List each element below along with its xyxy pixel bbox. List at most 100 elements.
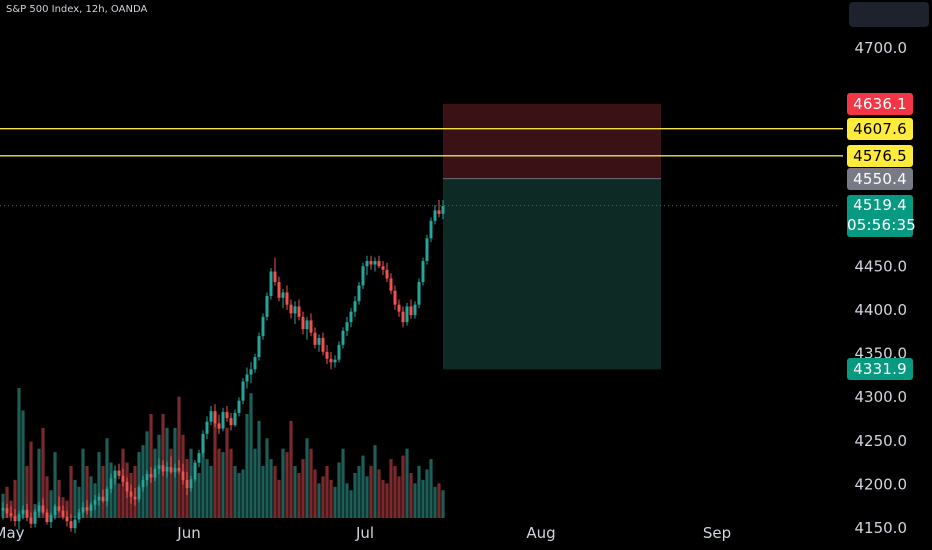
volume-bar <box>5 486 9 518</box>
candle-body <box>161 465 165 472</box>
candle-body <box>5 508 9 514</box>
candle <box>197 449 201 468</box>
candle-body <box>41 505 45 513</box>
candle <box>133 488 137 506</box>
candle-body <box>209 411 213 422</box>
candle-body <box>421 261 425 282</box>
candle <box>409 299 413 319</box>
time-tick-label: Jul <box>355 524 374 542</box>
volume-bar <box>433 486 437 518</box>
candle <box>221 407 225 432</box>
price-tick-label: 4150.0 <box>855 519 908 537</box>
candlesticks <box>1 199 445 534</box>
candle <box>129 484 133 504</box>
position-zones[interactable] <box>0 103 840 370</box>
candle <box>269 268 273 300</box>
volume-bar <box>357 466 361 518</box>
candle <box>33 508 37 528</box>
volume-bar <box>365 476 369 518</box>
candle <box>297 299 301 321</box>
candle <box>201 430 205 457</box>
price-axis[interactable]: 4150.0 4200.0 4250.0 4300.0 4350.0 4400.0 4450… <box>855 39 908 537</box>
candle-body <box>149 474 153 478</box>
candle-body <box>213 411 217 424</box>
volume-bar <box>149 414 153 518</box>
candle <box>205 416 209 440</box>
time-tick-label: Sep <box>703 524 731 542</box>
candle-body <box>409 306 413 316</box>
candle-body <box>165 467 169 472</box>
candle <box>21 505 25 520</box>
candle-body <box>317 337 321 345</box>
candle <box>189 475 193 492</box>
candle <box>425 234 429 265</box>
volume-bar <box>249 393 253 518</box>
volume-bar <box>81 448 85 518</box>
candle-body <box>141 480 145 488</box>
entry-price-tag: 4550.4 <box>847 167 913 190</box>
candle <box>49 512 53 529</box>
volume-bar <box>305 438 309 518</box>
stop-loss-zone[interactable] <box>443 103 661 179</box>
volume-bar <box>285 452 289 518</box>
candle <box>249 362 253 384</box>
candle <box>289 299 293 319</box>
volume-bar <box>293 466 297 518</box>
candle-body <box>93 500 97 505</box>
price-scale-button[interactable] <box>849 2 929 27</box>
target-price-tag: 4331.9 <box>847 358 913 381</box>
volume-bar <box>205 459 209 518</box>
candle-body <box>297 306 301 317</box>
volume-bar <box>85 466 89 518</box>
candle-body <box>73 519 77 529</box>
candle-body <box>145 474 149 481</box>
volume-bar <box>401 455 405 518</box>
volume-bar <box>373 445 377 518</box>
candle <box>73 515 77 534</box>
candle-body <box>181 471 185 481</box>
candle <box>361 262 365 289</box>
candle-body <box>309 320 313 333</box>
candle-body <box>121 475 125 482</box>
candle-body <box>437 210 441 214</box>
candle <box>5 503 9 518</box>
candle <box>233 409 237 427</box>
candle-body <box>85 507 89 511</box>
candle-body <box>281 292 285 298</box>
candle-body <box>233 412 237 426</box>
volume-bar <box>21 410 25 518</box>
candle <box>29 512 33 529</box>
time-tick-label: Jun <box>176 524 200 542</box>
volume-bar <box>237 472 241 518</box>
volume-bar <box>425 469 429 518</box>
volume-bar <box>417 466 421 518</box>
candle <box>145 470 149 487</box>
candle <box>321 332 325 356</box>
horizontal-levels[interactable] <box>0 128 843 157</box>
candle-body <box>89 504 93 511</box>
candle <box>253 353 257 373</box>
candle-body <box>321 337 325 352</box>
candle <box>397 299 401 317</box>
time-axis[interactable]: May Jun Jul Aug Sep <box>0 524 731 542</box>
volume-bar <box>309 448 313 518</box>
candle <box>41 498 45 515</box>
candle-body <box>373 261 377 265</box>
candle <box>117 463 121 480</box>
candle-body <box>405 306 409 323</box>
volume-bar <box>89 476 93 518</box>
candle-body <box>429 220 433 239</box>
volume-bar <box>105 438 109 518</box>
candle-body <box>157 465 161 469</box>
candle-body <box>81 507 85 513</box>
current-price-tag: 4519.4 05:56:35 <box>847 194 916 237</box>
level-price-tag-1: 4607.6 <box>847 117 913 140</box>
price-tick-label: 4250.0 <box>855 432 908 450</box>
candle-body <box>117 470 121 476</box>
candle <box>17 510 21 530</box>
take-profit-zone[interactable] <box>443 178 661 370</box>
candle-body <box>353 301 357 312</box>
candle <box>381 261 385 275</box>
candle <box>217 414 221 434</box>
